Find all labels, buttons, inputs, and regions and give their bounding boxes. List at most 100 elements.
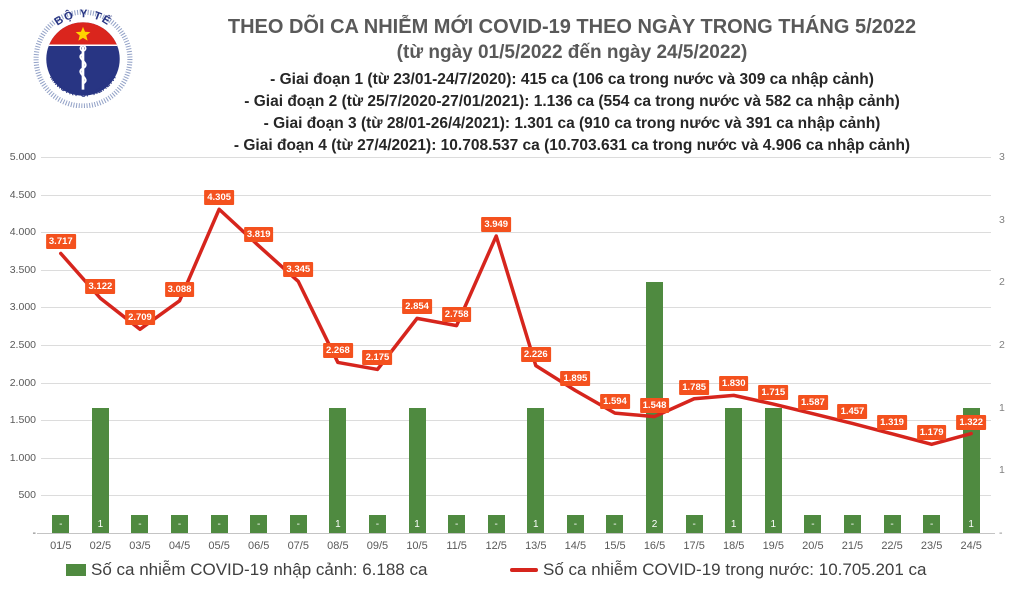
x-axis-label: 09/5 — [366, 540, 389, 552]
y-axis-tick-label: 3.000 — [9, 301, 36, 314]
imported-cases-bar: - — [171, 515, 189, 533]
phase-summaries: - Giai đoạn 1 (từ 23/01-24/7/2020): 415 … — [125, 69, 1019, 157]
secondary-axis-tick-label: 1 — [999, 401, 1005, 414]
x-axis-label: 02/5 — [89, 540, 112, 552]
bar-value-label: 1 — [335, 518, 341, 530]
secondary-axis-tick-label: 3 — [999, 151, 1005, 163]
secondary-axis-tick-label: 2 — [999, 339, 1005, 351]
imported-cases-bar: 1 — [408, 407, 426, 533]
bar-value-label: - — [454, 519, 459, 530]
x-axis-label: 24/5 — [960, 540, 982, 552]
x-axis-label: 04/5 — [168, 540, 191, 552]
secondary-axis-tick-label: 2 — [999, 276, 1005, 289]
imported-cases-bar: - — [52, 515, 70, 533]
imported-cases-bar: 1 — [527, 407, 545, 533]
imported-cases-bar: - — [804, 515, 822, 533]
bar-value-label: - — [138, 519, 142, 530]
line-value-label: 3.819 — [243, 226, 274, 242]
imported-cases-bar: - — [843, 515, 861, 533]
bar-value-label: - — [929, 519, 934, 530]
x-axis-label: 06/5 — [247, 540, 270, 552]
imported-cases-bar: - — [131, 515, 149, 533]
bar-value-label: - — [296, 519, 300, 530]
line-value-label: 2.226 — [520, 346, 551, 362]
bar-value-label: 1 — [97, 518, 104, 530]
x-axis-label: 20/5 — [802, 540, 824, 552]
y-axis-tick-label: 5.000 — [9, 151, 36, 163]
logo-ring-icon — [33, 9, 133, 108]
y-axis-tick-label: 4.500 — [9, 188, 36, 201]
legend-green-square-icon — [66, 564, 86, 576]
y-axis-tick-label: 2.000 — [9, 376, 36, 389]
line-value-label: 1.319 — [877, 414, 907, 430]
line-value-label: 1.715 — [758, 385, 789, 401]
y-axis-tick-label: 3.500 — [9, 263, 36, 276]
gridline — [41, 495, 991, 497]
x-axis-label: 19/5 — [762, 540, 784, 552]
ministry-of-health-logo: BỘ Y TẾ MINISTRY OF HEALTH — [33, 8, 133, 108]
bar-value-label: - — [217, 519, 221, 530]
gridline — [41, 269, 991, 271]
x-axis-line — [37, 533, 995, 534]
x-axis-label: 18/5 — [722, 540, 745, 552]
line-value-label: 1.548 — [639, 397, 670, 413]
gridline — [41, 307, 991, 309]
x-axis-label: 21/5 — [841, 540, 864, 552]
imported-cases-bar: - — [250, 515, 268, 533]
line-value-label: 4.305 — [204, 190, 235, 206]
bar-value-label: - — [59, 519, 63, 530]
bar-value-label: 1 — [730, 518, 737, 530]
imported-cases-bar: 1 — [764, 407, 782, 533]
line-value-label: 1.322 — [956, 414, 987, 430]
y-axis-tick-label: 1.000 — [9, 451, 36, 464]
imported-cases-bar: - — [210, 515, 228, 533]
bar-value-label: - — [811, 519, 815, 530]
imported-cases-bar: - — [923, 515, 941, 533]
line-value-label: 2.854 — [402, 299, 432, 315]
imported-cases-bar: - — [685, 515, 703, 533]
gridline — [41, 194, 991, 196]
y-axis-tick-label: 4.000 — [9, 226, 36, 239]
x-axis-label: 03/5 — [129, 540, 151, 552]
logo-star-icon — [75, 26, 91, 41]
line-value-label: 1.895 — [560, 371, 591, 387]
line-value-label: 3.088 — [164, 281, 195, 297]
chart-legend: Số ca nhiễm COVID-19 nhập cảnh: 6.188 ca… — [0, 560, 1024, 586]
legend-domestic-label: Số ca nhiễm COVID-19 trong nước: 10.705.… — [543, 560, 927, 579]
gridline — [41, 420, 991, 422]
bar-value-label: 1 — [770, 518, 777, 530]
bar-value-label: - — [177, 519, 182, 530]
gridline — [41, 457, 991, 459]
bar-value-label: - — [573, 519, 578, 530]
x-axis-label: 10/5 — [406, 540, 428, 552]
x-axis-label: 23/5 — [920, 540, 943, 552]
imported-cases-bar: 1 — [91, 407, 109, 533]
bar-value-label: - — [890, 519, 894, 530]
line-value-label: 1.457 — [837, 404, 868, 420]
x-axis-label: 11/5 — [446, 540, 467, 552]
bar-value-label: - — [257, 519, 261, 530]
bar-value-label: 2 — [651, 518, 658, 530]
imported-cases-bar: 1 — [329, 407, 347, 533]
x-axis-label: 15/5 — [604, 540, 626, 552]
line-value-label: 3.717 — [45, 234, 76, 250]
line-value-label: 2.175 — [362, 350, 393, 366]
line-value-label: 1.587 — [797, 394, 828, 410]
chart-subtitle: (từ ngày 01/5/2022 đến ngày 24/5/2022) — [396, 42, 748, 63]
x-axis-label: 14/5 — [564, 540, 587, 552]
x-axis-label: 16/5 — [643, 540, 666, 552]
secondary-axis-tick-label: 1 — [999, 464, 1005, 477]
y-axis-tick-label: 1.500 — [9, 414, 36, 427]
bar-value-label: - — [375, 519, 380, 530]
x-axis-label: 05/5 — [208, 540, 230, 552]
line-value-label: 3.122 — [85, 279, 116, 295]
legend-red-line-icon — [510, 568, 538, 572]
phase-summary-4: - Giai đoạn 4 (từ 27/4/2021): 10.708.537… — [233, 137, 911, 154]
bar-value-label: 1 — [968, 518, 974, 530]
imported-cases-bar: - — [566, 515, 584, 533]
bar-value-label: - — [692, 519, 696, 530]
y-axis-tick-label: 2.500 — [9, 339, 36, 351]
